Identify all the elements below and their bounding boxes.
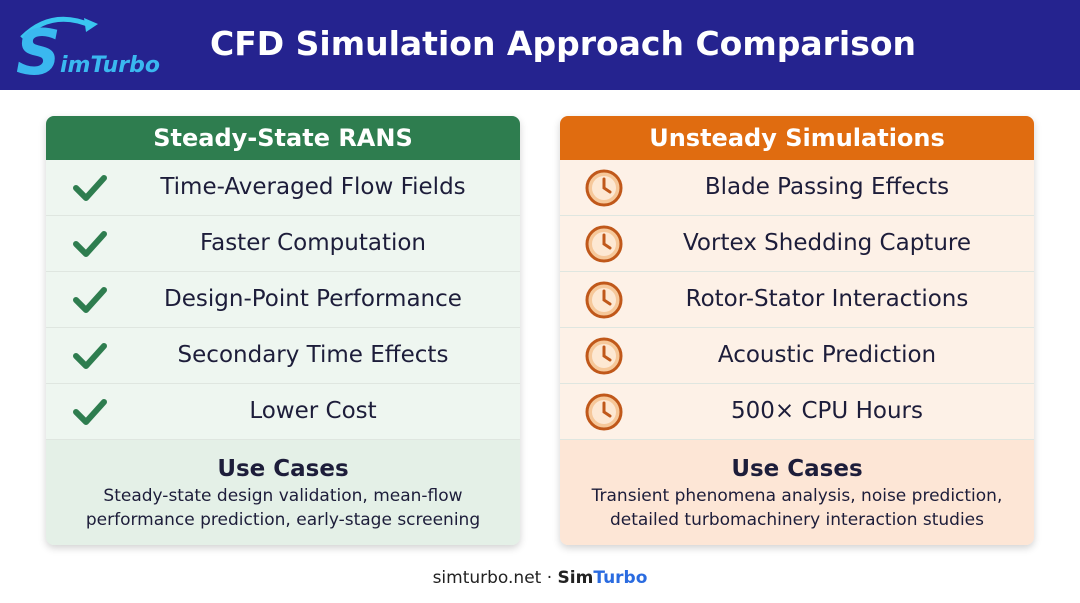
row: Lower Cost (46, 384, 520, 440)
clock-icon (585, 281, 623, 319)
clock-icon (585, 169, 623, 207)
check-icon (73, 399, 107, 425)
clock-icon (585, 393, 623, 431)
title: CFD Simulation Approach Comparison (210, 24, 917, 63)
logo-text: imTurbo (60, 53, 160, 78)
footer-brand-a: Sim (557, 568, 594, 588)
logo: S imTurbo (16, 16, 160, 84)
use-cases-title: Use Cases (217, 456, 349, 482)
use-cases: Use Cases Transient phenomena analysis, n… (560, 440, 1034, 545)
card: Unsteady Simulations Blade Passing Effect… (560, 116, 1034, 545)
row: Time-Averaged Flow Fields (46, 160, 520, 216)
row: Acoustic Prediction (560, 328, 1034, 384)
check-icon (73, 343, 107, 369)
row: Secondary Time Effects (46, 328, 520, 384)
check-icon (73, 287, 107, 313)
row: Blade Passing Effects (560, 160, 1034, 216)
card: Steady-State RANS Time-Averaged Flow Fiel… (46, 116, 520, 545)
use-cases-title: Use Cases (731, 456, 863, 482)
footer: simturbo.net · SimTurbo (0, 568, 1080, 588)
use-cases: Use Cases Steady-state design validation,… (46, 440, 520, 545)
use-cases-text: Transient phenomena analysis, noise pred… (591, 486, 1003, 530)
item-text: Faster Computation (199, 230, 426, 256)
item-text: Blade Passing Effects (704, 174, 950, 200)
clock-icon (585, 337, 623, 375)
footer-site: simturbo.net (432, 568, 542, 588)
card-title: Unsteady Simulations (560, 116, 1034, 160)
row: Rotor-Stator Interactions (560, 272, 1034, 328)
item-text: 500× CPU Hours (731, 398, 923, 424)
header: S imTurbo CFD Simulation Approach Compar… (0, 0, 1080, 90)
card-title: Steady-State RANS (46, 116, 520, 160)
logo-initial: S (16, 16, 61, 84)
row: Faster Computation (46, 216, 520, 272)
use-cases-text: Steady-state design validation, mean-flo… (85, 486, 481, 530)
item-text: Lower Cost (249, 398, 377, 424)
check-icon (73, 231, 107, 257)
item-text: Acoustic Prediction (717, 342, 937, 368)
item-text: Rotor-Stator Interactions (685, 286, 969, 312)
row: Vortex Shedding Capture (560, 216, 1034, 272)
item-text: Time-Averaged Flow Fields (160, 174, 466, 200)
item-text: Vortex Shedding Capture (682, 230, 972, 256)
item-text: Design-Point Performance (164, 286, 462, 312)
footer-brand-b: Turbo (593, 568, 648, 588)
item-text: Secondary Time Effects (177, 342, 449, 368)
clock-icon (585, 225, 623, 263)
row: Design-Point Performance (46, 272, 520, 328)
check-icon (73, 175, 107, 201)
row: 500× CPU Hours (560, 384, 1034, 440)
footer-sep: · (546, 568, 553, 588)
